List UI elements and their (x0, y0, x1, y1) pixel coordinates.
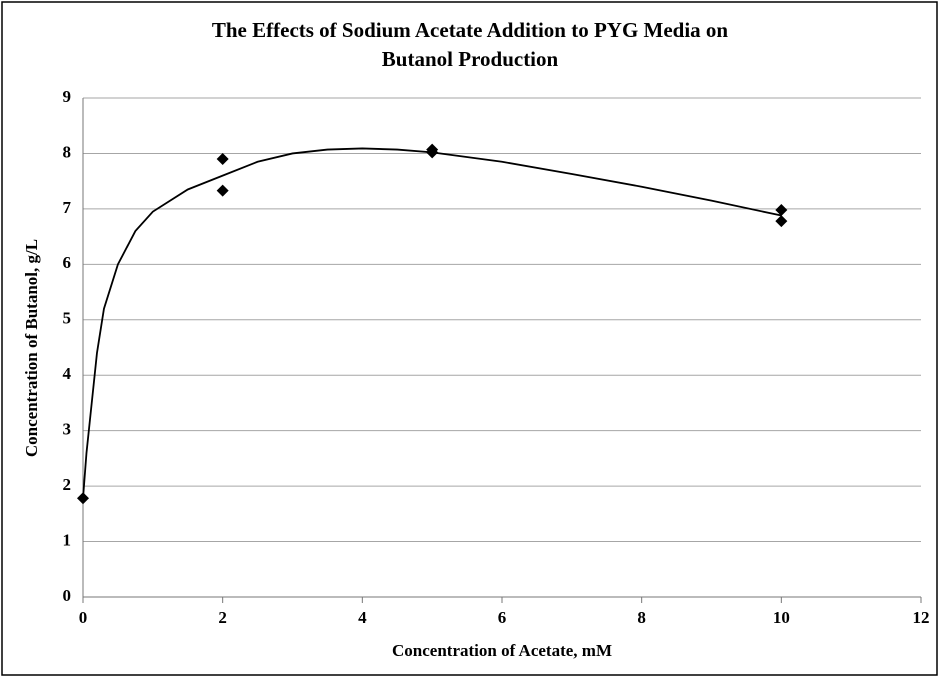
chart-title: Butanol Production (382, 47, 559, 71)
x-tick-label: 4 (358, 608, 367, 627)
y-tick-label: 2 (63, 475, 72, 494)
x-tick-label: 10 (773, 608, 790, 627)
scatter-point (216, 184, 229, 197)
y-tick-label: 5 (63, 309, 72, 328)
y-tick-label: 0 (63, 586, 72, 605)
x-tick-label: 8 (637, 608, 646, 627)
x-tick-label: 6 (498, 608, 507, 627)
y-tick-label: 3 (63, 420, 72, 439)
scatter-point (426, 146, 439, 159)
y-axis-label: Concentration of Butanol, g/L (22, 239, 41, 457)
scatter-point (775, 203, 788, 216)
scatter-point (775, 215, 788, 228)
scatter-point (77, 492, 89, 505)
y-tick-label: 7 (63, 198, 72, 217)
y-tick-label: 1 (63, 530, 72, 549)
x-tick-label: 12 (913, 608, 930, 627)
x-tick-label: 2 (218, 608, 227, 627)
y-tick-label: 4 (63, 364, 72, 383)
y-tick-label: 9 (63, 87, 72, 106)
chart-title: The Effects of Sodium Acetate Addition t… (212, 18, 729, 42)
scatter-point (216, 152, 229, 165)
trend-line (82, 147, 782, 499)
y-tick-label: 6 (63, 253, 72, 272)
y-tick-label: 8 (63, 142, 72, 161)
x-tick-label: 0 (79, 608, 88, 627)
x-axis-label: Concentration of Acetate, mM (392, 641, 612, 660)
